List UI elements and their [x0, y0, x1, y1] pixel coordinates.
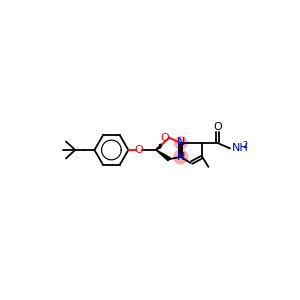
Text: N: N	[177, 137, 186, 147]
Polygon shape	[156, 150, 170, 161]
Circle shape	[175, 137, 187, 149]
Text: NH: NH	[232, 143, 249, 153]
Text: N: N	[176, 152, 185, 162]
Text: O: O	[213, 122, 222, 132]
Circle shape	[174, 150, 188, 164]
Text: 2: 2	[242, 141, 247, 150]
Text: O: O	[135, 145, 143, 155]
Text: O: O	[160, 133, 169, 142]
